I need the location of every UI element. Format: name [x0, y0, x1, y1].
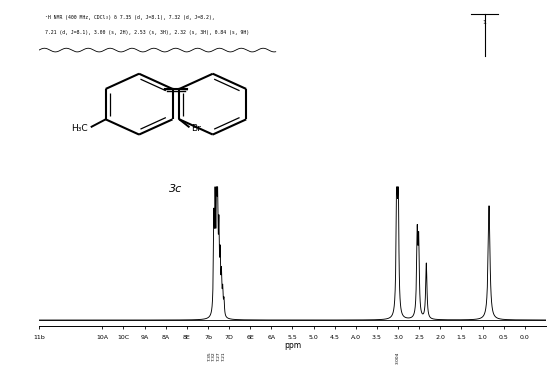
X-axis label: ppm: ppm [284, 341, 301, 350]
Text: 7.35
7.32
7.27
7.21: 7.35 7.32 7.27 7.21 [208, 351, 225, 361]
Text: Br: Br [192, 124, 202, 133]
Text: 3.004: 3.004 [395, 351, 399, 364]
Text: 7.21 (d, J=8.1), 3.00 (s, 2H), 2.53 (s, 3H), 2.32 (s, 3H), 0.84 (s, 9H): 7.21 (d, J=8.1), 3.00 (s, 2H), 2.53 (s, … [45, 30, 248, 35]
Text: ¹H NMR (400 MHz, CDCl₃) δ 7.35 (d, J=8.1), 7.32 (d, J=8.2),: ¹H NMR (400 MHz, CDCl₃) δ 7.35 (d, J=8.1… [45, 15, 214, 20]
Text: H₃C: H₃C [71, 124, 88, 133]
Text: 1: 1 [483, 20, 486, 25]
Text: 3c: 3c [169, 184, 182, 194]
